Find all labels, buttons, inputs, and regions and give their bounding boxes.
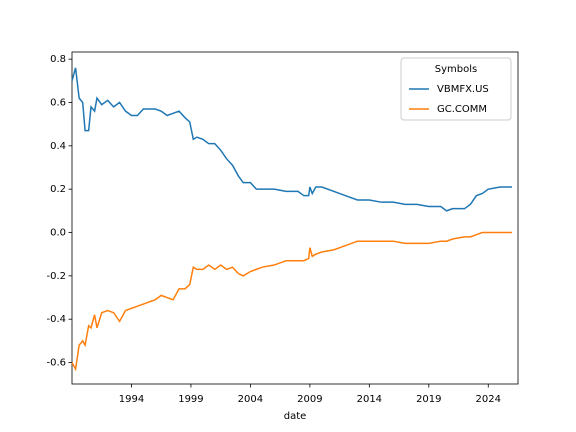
y-tick-label: 0.4 — [50, 141, 66, 152]
x-axis-label: date — [284, 411, 307, 422]
x-tick-label: 2014 — [357, 394, 382, 405]
legend-label: GC.COMM — [437, 104, 487, 115]
legend-title: Symbols — [435, 64, 477, 75]
y-tick-label: 0.2 — [50, 184, 66, 195]
x-tick-label: 1999 — [178, 394, 203, 405]
y-tick-label: 0.0 — [50, 228, 66, 239]
x-tick-label: 2024 — [476, 394, 501, 405]
x-tick-label: 1994 — [119, 394, 144, 405]
y-tick-label: -0.4 — [46, 314, 66, 325]
y-tick-label: 0.8 — [50, 54, 66, 65]
x-tick-label: 2019 — [416, 394, 441, 405]
x-tick-label: 2009 — [297, 394, 322, 405]
axes-frame — [71, 51, 519, 385]
series-line — [71, 67, 513, 212]
y-tick-label: -0.6 — [46, 358, 66, 369]
series-line — [71, 231, 513, 372]
y-tick-label: -0.2 — [46, 271, 66, 282]
x-tick-label: 2004 — [238, 394, 263, 405]
y-tick-label: 0.6 — [50, 97, 66, 108]
legend-box — [400, 57, 512, 121]
legend-label: VBMFX.US — [437, 84, 489, 95]
